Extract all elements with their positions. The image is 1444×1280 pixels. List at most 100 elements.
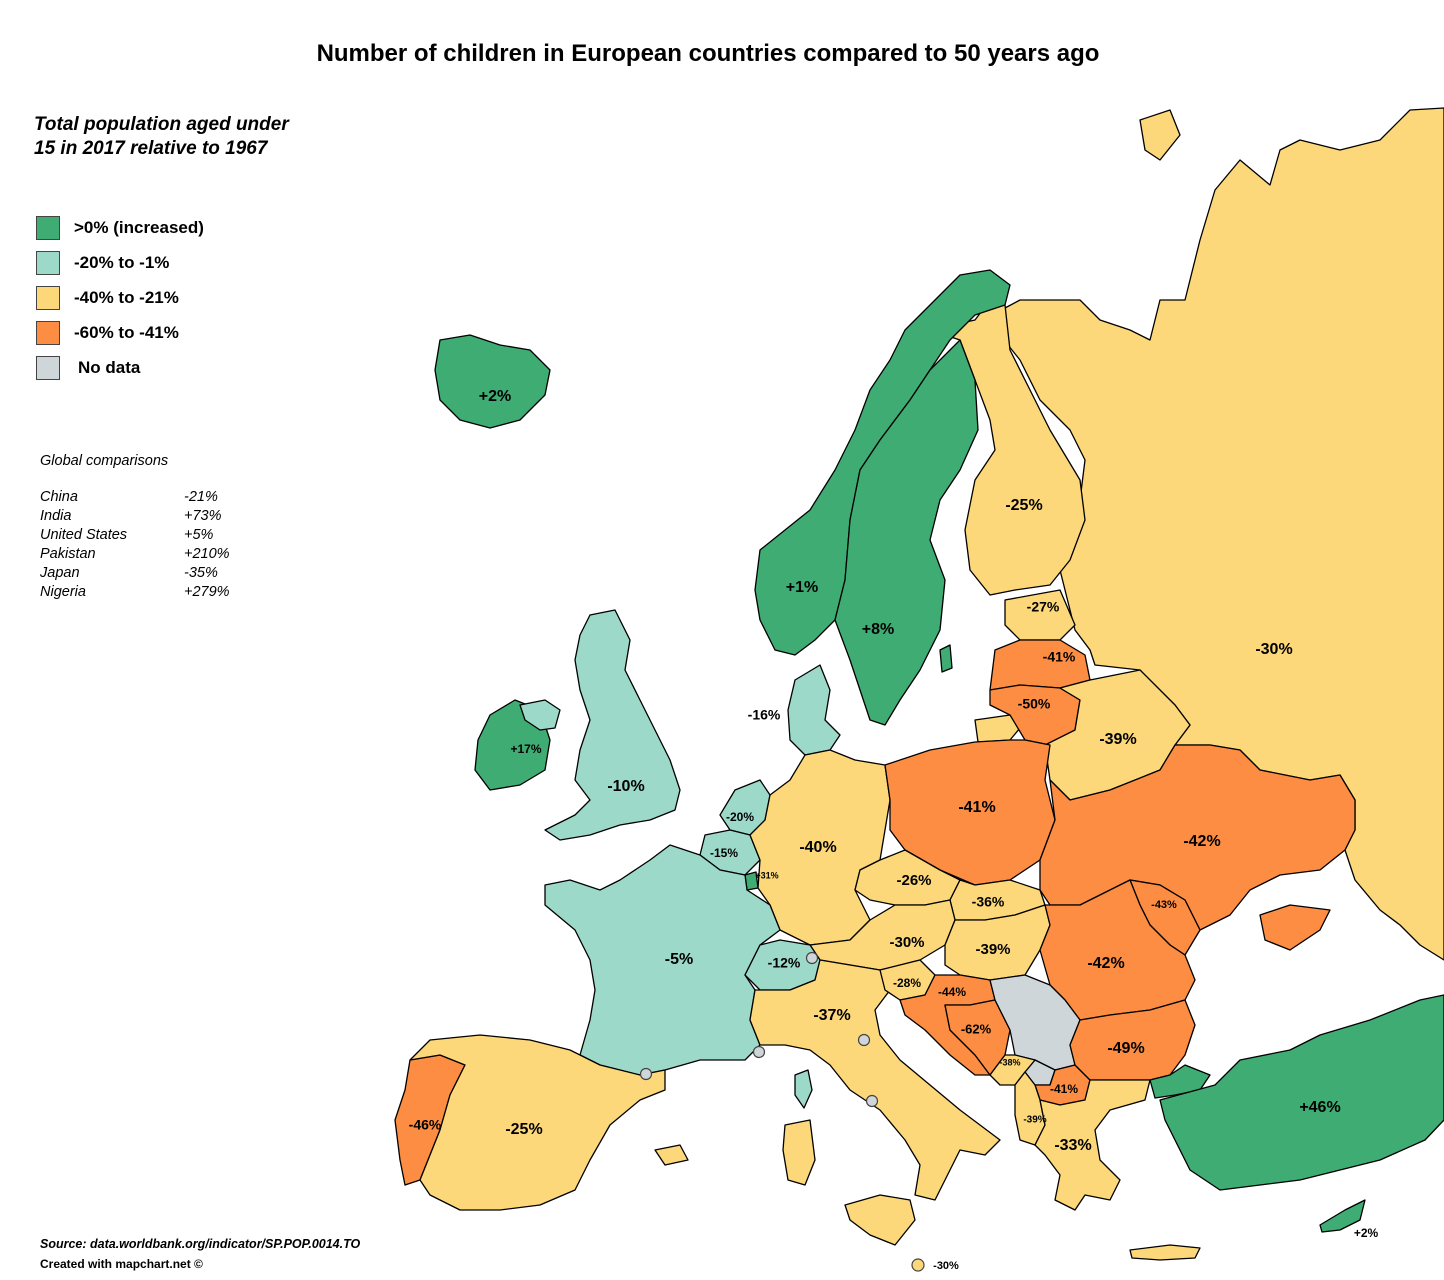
region-label-slovenia: -28% bbox=[893, 976, 921, 990]
region-label-montenegro: -38% bbox=[999, 1057, 1020, 1067]
table-row: Japan -35% bbox=[40, 564, 230, 583]
region-montenegro bbox=[989, 1054, 1036, 1086]
region-turkey bbox=[1159, 994, 1444, 1191]
region-label-luxembourg: +31% bbox=[755, 870, 778, 880]
region-label-cyprus: +2% bbox=[1354, 1226, 1379, 1240]
legend-item: No data bbox=[36, 350, 204, 385]
region-label-latvia: -41% bbox=[1043, 649, 1076, 665]
region-label-finland: -25% bbox=[1005, 497, 1042, 514]
region-label-norway: +1% bbox=[786, 579, 818, 596]
region-label-spain: -25% bbox=[505, 1121, 542, 1138]
country-value: -35% bbox=[184, 565, 218, 581]
country-value: +279% bbox=[184, 584, 230, 600]
region-crimea bbox=[1259, 904, 1331, 951]
country-value: +210% bbox=[184, 546, 230, 562]
region-label-belarus: -39% bbox=[1099, 731, 1136, 748]
region-label-belgium: -15% bbox=[710, 846, 738, 860]
region-balearics bbox=[654, 1144, 689, 1166]
region-label-germany: -40% bbox=[799, 839, 836, 856]
region-estonia bbox=[1004, 589, 1076, 641]
region-label-czechia: -26% bbox=[896, 872, 931, 889]
legend-item: -60% to -41% bbox=[36, 315, 204, 350]
country-value: +5% bbox=[184, 527, 214, 543]
global-comparisons-title: Global comparisons bbox=[40, 453, 169, 469]
region-novaya-zemlya bbox=[1139, 109, 1181, 161]
global-comparisons-table: China -21% India +73% United States +5% Pak… bbox=[40, 488, 230, 602]
region-label-france: -5% bbox=[665, 951, 693, 968]
region-spain bbox=[409, 1034, 666, 1211]
region-label-malta: -30% bbox=[933, 1260, 959, 1272]
region-iceland bbox=[434, 334, 551, 429]
region-denmark bbox=[787, 664, 841, 756]
region-label-north-macedonia: -41% bbox=[1050, 1082, 1078, 1096]
region-label-iceland: +2% bbox=[479, 388, 511, 405]
microstate-marker bbox=[805, 951, 819, 965]
legend-swatch-no-data bbox=[36, 355, 60, 380]
region-kaliningrad bbox=[974, 714, 1021, 743]
region-label-denmark: -16% bbox=[748, 707, 781, 723]
table-row: Nigeria +279% bbox=[40, 583, 230, 602]
region-label-uk: -10% bbox=[607, 778, 644, 795]
region-label-austria: -30% bbox=[889, 934, 924, 951]
country-value: +73% bbox=[184, 508, 222, 524]
legend-swatch-small-decline bbox=[36, 250, 60, 275]
table-row: Pakistan +210% bbox=[40, 545, 230, 564]
legend-label: >0% (increased) bbox=[74, 217, 204, 237]
table-row: United States +5% bbox=[40, 526, 230, 545]
region-label-netherlands: -20% bbox=[726, 810, 754, 824]
microstate-marker bbox=[857, 1033, 871, 1047]
region-label-ukraine: -42% bbox=[1183, 833, 1220, 850]
microstate-marker bbox=[865, 1094, 879, 1108]
country-name: Japan bbox=[40, 565, 80, 581]
region-latvia bbox=[989, 639, 1091, 691]
region-finland bbox=[929, 299, 1086, 596]
region-label-portugal: -46% bbox=[409, 1117, 442, 1133]
region-malta bbox=[911, 1258, 925, 1272]
legend: >0% (increased) -20% to -1% -40% to -21%… bbox=[36, 210, 204, 385]
region-greece bbox=[1034, 1079, 1151, 1211]
region-gotland bbox=[939, 644, 953, 673]
region-sardinia bbox=[782, 1119, 816, 1186]
legend-item: >0% (increased) bbox=[36, 210, 204, 245]
legend-item: -20% to -1% bbox=[36, 245, 204, 280]
region-france bbox=[544, 844, 781, 1076]
region-label-croatia: -44% bbox=[938, 985, 966, 999]
region-label-sweden: +8% bbox=[862, 621, 894, 638]
microstate-marker bbox=[639, 1067, 653, 1081]
country-name: India bbox=[40, 508, 72, 524]
region-sweden bbox=[834, 339, 979, 726]
region-label-bulgaria: -49% bbox=[1107, 1040, 1144, 1057]
country-name: Pakistan bbox=[40, 546, 96, 562]
legend-item: -40% to -21% bbox=[36, 280, 204, 315]
credit-note: Created with mapchart.net © bbox=[40, 1257, 203, 1271]
region-label-switzerland: -12% bbox=[768, 955, 801, 971]
table-row: India +73% bbox=[40, 507, 230, 526]
table-row: China -21% bbox=[40, 488, 230, 507]
legend-label: -40% to -21% bbox=[74, 287, 179, 307]
region-label-hungary: -39% bbox=[975, 941, 1010, 958]
legend-heading: Total population aged under 15 in 2017 r… bbox=[34, 114, 289, 159]
region-turkey-thrace bbox=[1149, 1064, 1211, 1099]
microstate-marker bbox=[752, 1045, 766, 1059]
legend-label: -60% to -41% bbox=[74, 322, 179, 342]
map-title: Number of children in European countries… bbox=[316, 40, 1100, 67]
region-label-russia: -30% bbox=[1255, 641, 1292, 658]
region-label-turkey: +46% bbox=[1299, 1099, 1340, 1116]
country-name: China bbox=[40, 489, 78, 505]
legend-swatch-increased bbox=[36, 215, 60, 240]
region-label-moldova: -43% bbox=[1151, 899, 1177, 911]
region-uk bbox=[544, 609, 681, 841]
legend-swatch-steep-decline bbox=[36, 320, 60, 345]
legend-label: -20% to -1% bbox=[74, 252, 170, 272]
region-label-italy: -37% bbox=[813, 1007, 850, 1024]
global-comparisons: Global comparisons China -21% India +73% U… bbox=[40, 453, 230, 602]
region-crete bbox=[1129, 1244, 1201, 1261]
region-label-ireland: +17% bbox=[510, 742, 541, 756]
region-corsica bbox=[794, 1069, 813, 1109]
region-label-greece: -33% bbox=[1054, 1137, 1091, 1154]
legend-label: No data bbox=[78, 357, 141, 377]
country-name: United States bbox=[40, 527, 128, 543]
source-note: Source: data.worldbank.org/indicator/SP.… bbox=[40, 1237, 361, 1251]
region-label-poland: -41% bbox=[958, 799, 995, 816]
